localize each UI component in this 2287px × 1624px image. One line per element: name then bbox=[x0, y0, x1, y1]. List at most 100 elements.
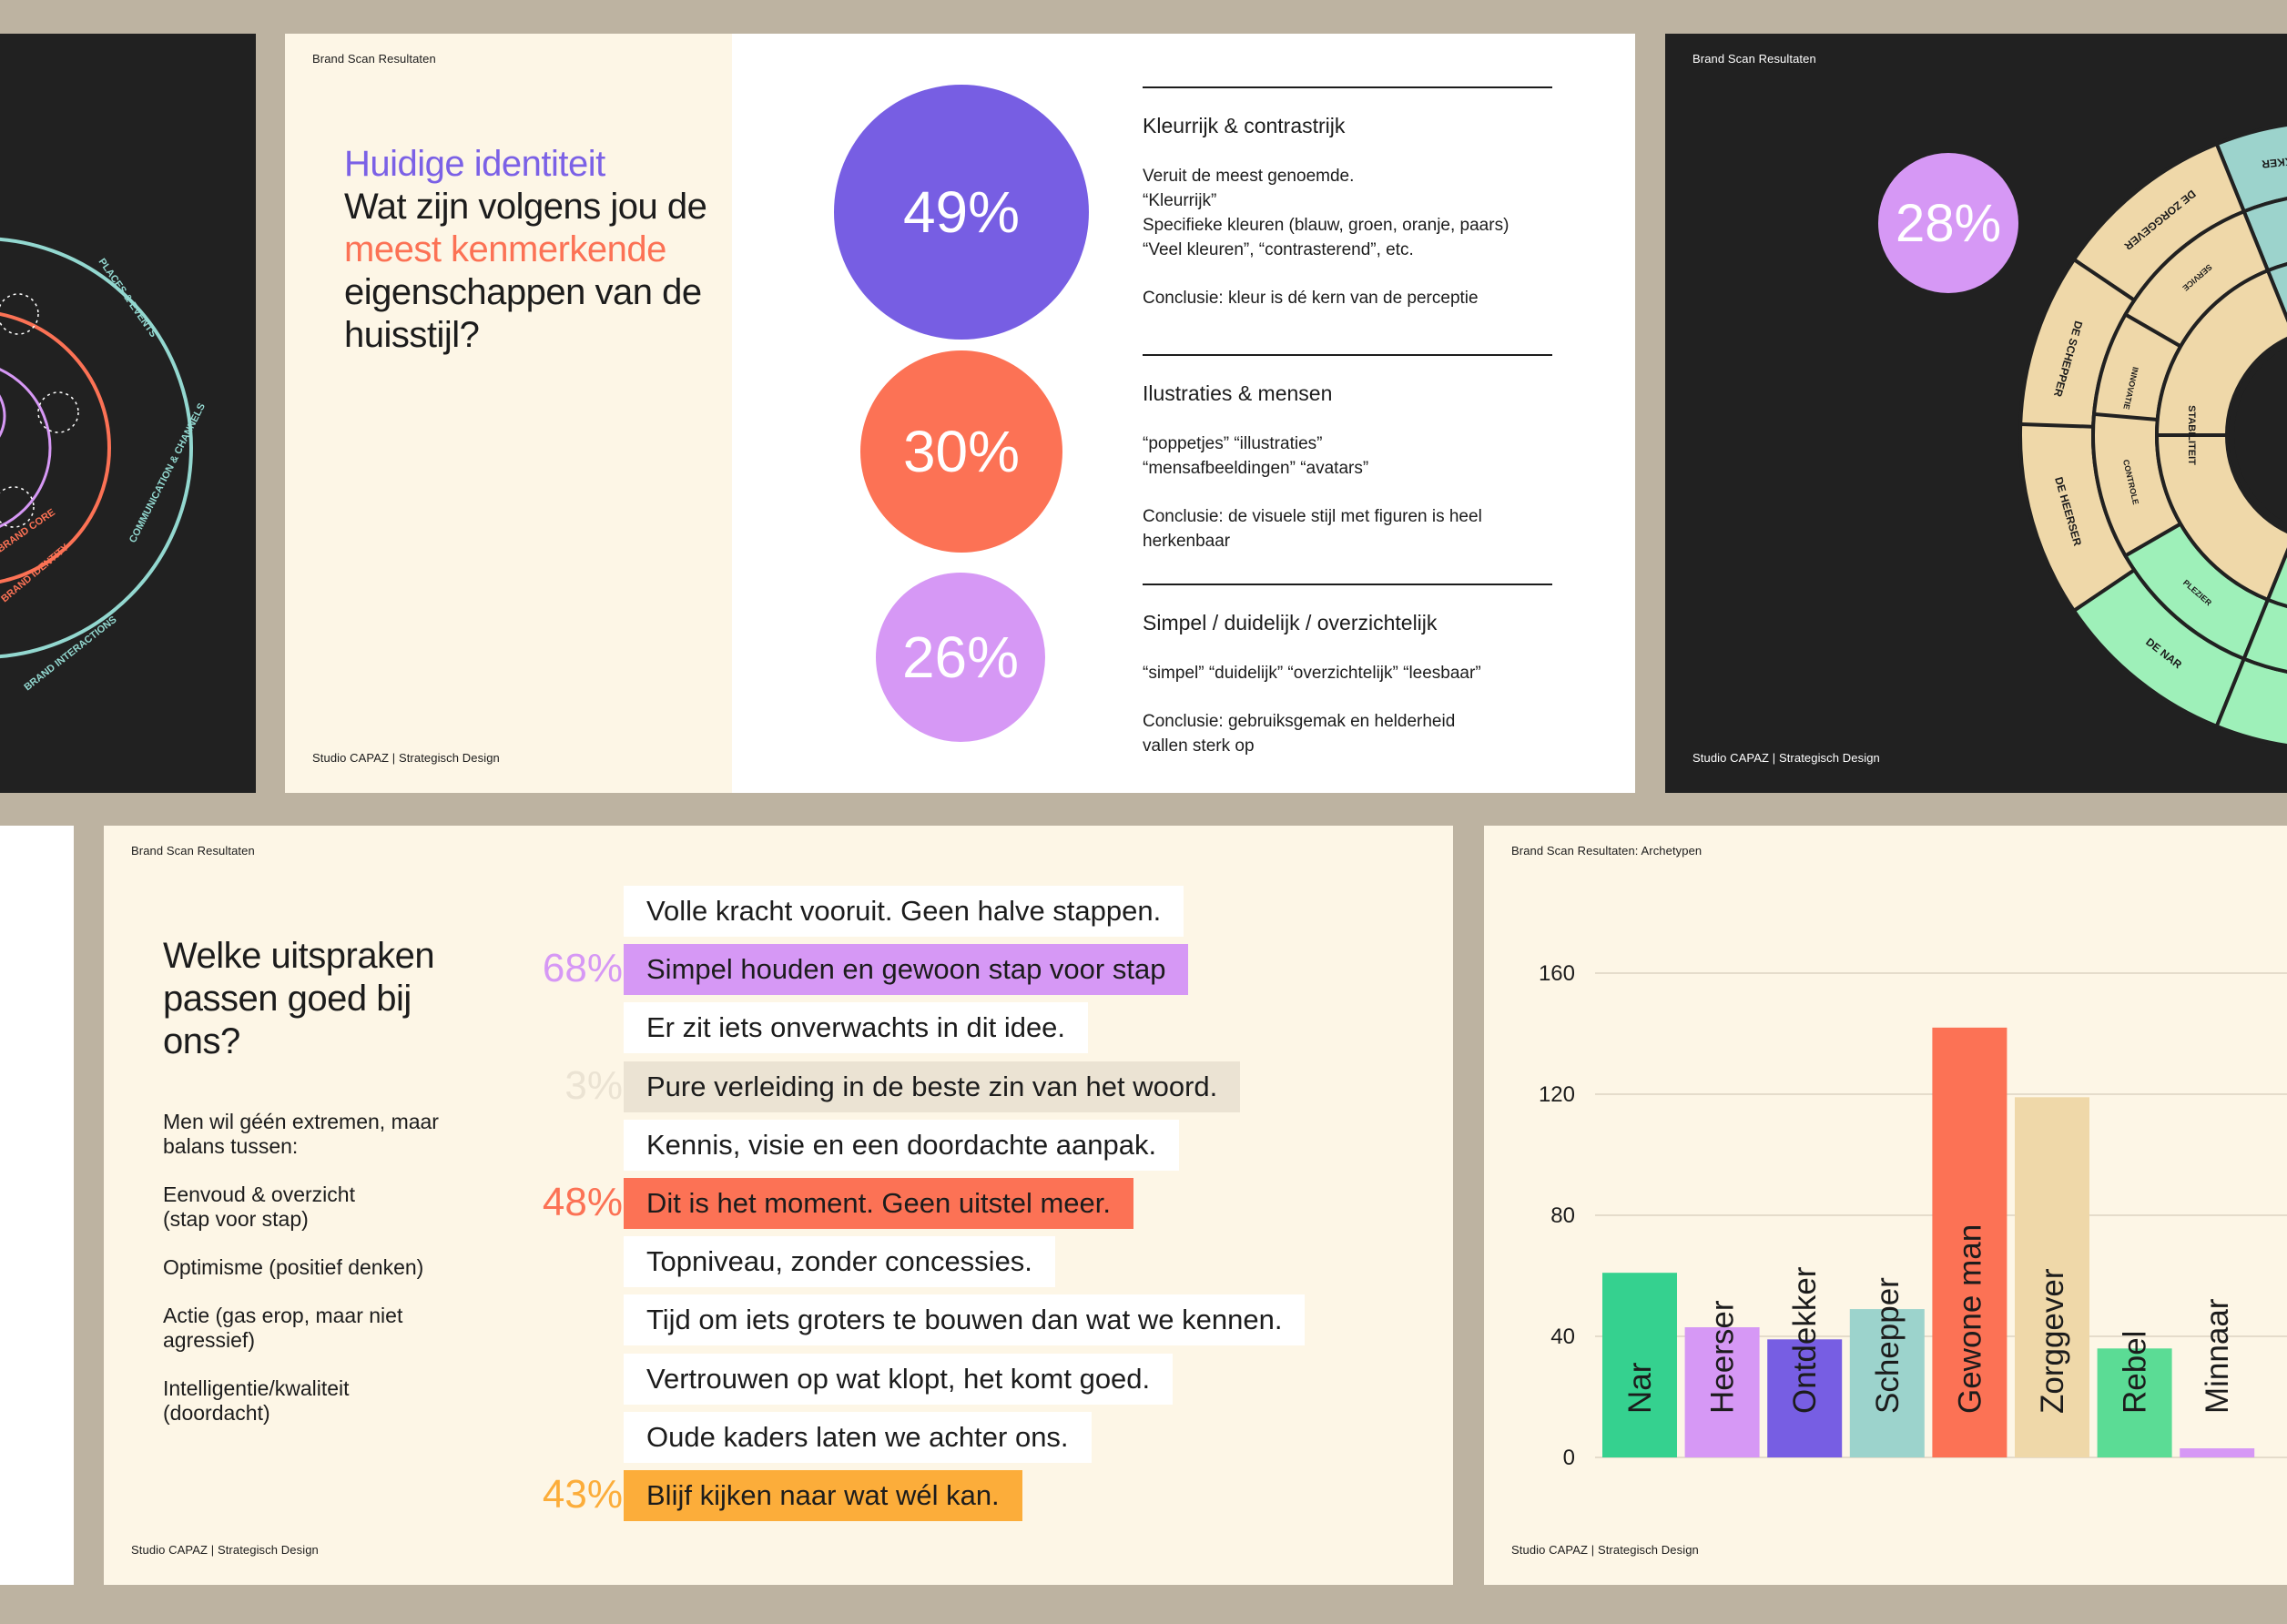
bar bbox=[1602, 1273, 1677, 1457]
y-tick-label: 160 bbox=[1539, 961, 1575, 986]
statement-percent: 68% bbox=[542, 946, 623, 991]
slide-header: Brand Scan Resultaten: Archetypen bbox=[1511, 844, 1703, 858]
statement-item: Dit is het moment. Geen uitstel meer. bbox=[624, 1178, 1133, 1229]
headline-part1: Wat zijn volgens jou de bbox=[344, 187, 707, 227]
wheel-inner-segment bbox=[2265, 547, 2287, 609]
wheel-outer-segment bbox=[2214, 656, 2287, 748]
bar bbox=[1849, 1309, 1925, 1457]
bar-label: Rebel bbox=[2118, 1331, 2153, 1414]
stat-block-3: Simpel / duidelijk / overzichtelijk “sim… bbox=[1143, 584, 1552, 758]
bar-label: Zorggever bbox=[2035, 1268, 2070, 1414]
bar-label: Ontdekker bbox=[1787, 1266, 1823, 1414]
stat-circle-1: 49% bbox=[834, 85, 1089, 340]
statement-item: Simpel houden en gewoon stap voor stap bbox=[624, 944, 1189, 996]
stat-title: Simpel / duidelijk / overzichtelijk bbox=[1143, 611, 1438, 634]
statements-slide: Brand Scan Resultaten Welke uitspraken p… bbox=[104, 826, 1453, 1585]
wheel-inner-segment bbox=[2154, 433, 2287, 603]
insight-item: Actie (gas erop, maar niet agressief) bbox=[163, 1304, 463, 1353]
insight-bold: Intelligentie/kwaliteit bbox=[163, 1376, 350, 1400]
stat-text: “simpel” “duidelijk” “overzichtelijk” “l… bbox=[1143, 664, 1481, 683]
statement-item: Pure verleiding in de beste zin van het … bbox=[624, 1061, 1241, 1112]
bar-label: Minnaar bbox=[2200, 1298, 2235, 1414]
slide-header: Brand Scan Resultaten bbox=[1692, 52, 1816, 66]
insight-bold: Optimisme bbox=[163, 1255, 263, 1279]
statement-percent: 43% bbox=[542, 1472, 623, 1517]
insight-bold: Eenvoud & overzicht bbox=[163, 1182, 355, 1206]
wheel-segments bbox=[2018, 122, 2287, 748]
wheel-inner-label: STABILITEIT bbox=[2186, 405, 2197, 465]
slide-footer: Studio CAPAZ | Strategisch Design bbox=[131, 1543, 319, 1557]
brand-circles-slide: PLACES & EVENTS COMMUNICATION & CHANNELS… bbox=[0, 34, 256, 793]
stat-percent: 30% bbox=[902, 419, 1021, 484]
stat-title: Ilustraties & mensen bbox=[1143, 381, 1333, 405]
y-tick-label: 80 bbox=[1550, 1203, 1575, 1228]
insight-item: Optimisme (positief denken) bbox=[163, 1255, 463, 1280]
dotted-circle bbox=[0, 486, 35, 528]
statement-item: Oude kaders laten we achter ons. bbox=[624, 1411, 1092, 1463]
insights: Men wil géén extremen, maar balans tusse… bbox=[163, 1110, 463, 1426]
wheel-middle-segment bbox=[2241, 197, 2287, 273]
statements-title: Welke uitspraken passen goed bij ons? bbox=[163, 936, 435, 1061]
identity-slide: Brand Scan Resultaten Huidige identiteit… bbox=[285, 34, 1635, 793]
bar bbox=[1932, 1027, 2007, 1457]
bar-label: Nar bbox=[1622, 1362, 1658, 1414]
bar-label: Heerser bbox=[1705, 1300, 1741, 1414]
dotted-circle bbox=[0, 293, 39, 335]
insight-rest: (positief denken) bbox=[269, 1255, 424, 1279]
ring-brand-identity bbox=[0, 312, 111, 584]
insight-bold: Actie bbox=[163, 1304, 210, 1327]
wheel-percent-circle bbox=[1878, 153, 2018, 293]
ring-places-events bbox=[0, 237, 193, 659]
statement-item: Vertrouwen op wat klopt, het komt goed. bbox=[624, 1353, 1174, 1405]
ring-brand-core bbox=[0, 368, 52, 528]
bar-label: Gewone man bbox=[1952, 1224, 1987, 1414]
statement-percent: 48% bbox=[542, 1180, 623, 1224]
wheel-outer-segment bbox=[2214, 122, 2287, 214]
headline-highlight: meest kenmerkende bbox=[344, 229, 666, 269]
stat-conclusion: Conclusie: gebruiksgemak en helderheid v… bbox=[1143, 712, 1456, 756]
insight-item: Eenvoud & overzicht (stap voor stap) bbox=[163, 1182, 463, 1232]
statement-item: Kennis, visie en een doordachte aanpak. bbox=[624, 1119, 1180, 1171]
statement-item: Er zit iets onverwachts in dit idee. bbox=[624, 1002, 1089, 1054]
stat-conclusion: Conclusie: de visuele stijl met figuren … bbox=[1143, 507, 1482, 551]
stat-text: Veruit de meest genoemde. “Kleurrijk” Sp… bbox=[1143, 167, 1509, 259]
wheel-inner-segment bbox=[2154, 268, 2287, 437]
archetype-bar-chart-slide: Brand Scan Resultaten: Archetypen 0 40 80 1… bbox=[1484, 826, 2287, 1585]
insight-rest: (gas erop, maar niet agressief) bbox=[163, 1304, 403, 1352]
slide-header: Brand Scan Resultaten bbox=[131, 844, 255, 858]
archetype-wheel-slide: Brand Scan Resultaten 28% DE ONTDEKKERDE… bbox=[1665, 34, 2287, 793]
stat-text: “poppetjes” “illustraties” “mensafbeeldi… bbox=[1143, 434, 1369, 478]
stat-percent: 26% bbox=[901, 624, 1020, 690]
statement-item: Topniveau, zonder concessies. bbox=[624, 1236, 1055, 1288]
bar bbox=[1767, 1339, 1843, 1457]
headline-part2: eigenschappen van de huisstijl? bbox=[344, 272, 702, 355]
wheel-percent: 28% bbox=[1896, 194, 2001, 253]
label-places-events: PLACES & EVENTS bbox=[97, 257, 159, 340]
archetype-bar-chart: 0 40 80 120 160 Nar Heerser Ontdekker Schepper Ge… bbox=[1539, 961, 2287, 1470]
stat-block-2: Ilustraties & mensen “poppetjes” “illust… bbox=[1143, 354, 1552, 553]
statement-item: Volle kracht vooruit. Geen halve stappen… bbox=[624, 886, 1184, 937]
slide-footer: Studio CAPAZ | Strategisch Design bbox=[1692, 751, 1880, 765]
bar bbox=[1684, 1327, 1760, 1457]
insights-intro: Men wil géén extremen, maar balans tusse… bbox=[163, 1110, 439, 1158]
slide-footer: Studio CAPAZ | Strategisch Design bbox=[312, 751, 500, 765]
insight-item: Intelligentie/kwaliteit (doordacht) bbox=[163, 1376, 463, 1426]
stat-circle-2: 30% bbox=[860, 350, 1062, 553]
identity-left-panel bbox=[285, 34, 732, 793]
bar-label: Schepper bbox=[1870, 1277, 1906, 1414]
label-brand-identity: BRAND IDENTITY bbox=[0, 542, 72, 604]
white-edge-slide bbox=[0, 826, 74, 1585]
ring-inner bbox=[0, 394, 6, 438]
label-communication: COMMUNICATION & CHANNELS bbox=[127, 401, 208, 544]
label-brand-core: BRAND CORE bbox=[0, 507, 57, 555]
y-tick-label: 0 bbox=[1563, 1446, 1575, 1470]
wheel-middle-segment bbox=[2241, 597, 2287, 674]
bar bbox=[2097, 1348, 2172, 1457]
stat-block-1: Kleurrijk & contrastrijk Veruit de meest… bbox=[1143, 86, 1552, 310]
stat-conclusion: Conclusie: kleur is dé kern van de perce… bbox=[1143, 289, 1479, 308]
statement-item: Tijd om iets groters te bouwen dan wat w… bbox=[624, 1294, 1306, 1346]
identity-headline: Huidige identiteit Wat zijn volgens jou d… bbox=[344, 143, 708, 357]
y-tick-label: 40 bbox=[1550, 1325, 1575, 1349]
dotted-circle bbox=[37, 391, 79, 433]
